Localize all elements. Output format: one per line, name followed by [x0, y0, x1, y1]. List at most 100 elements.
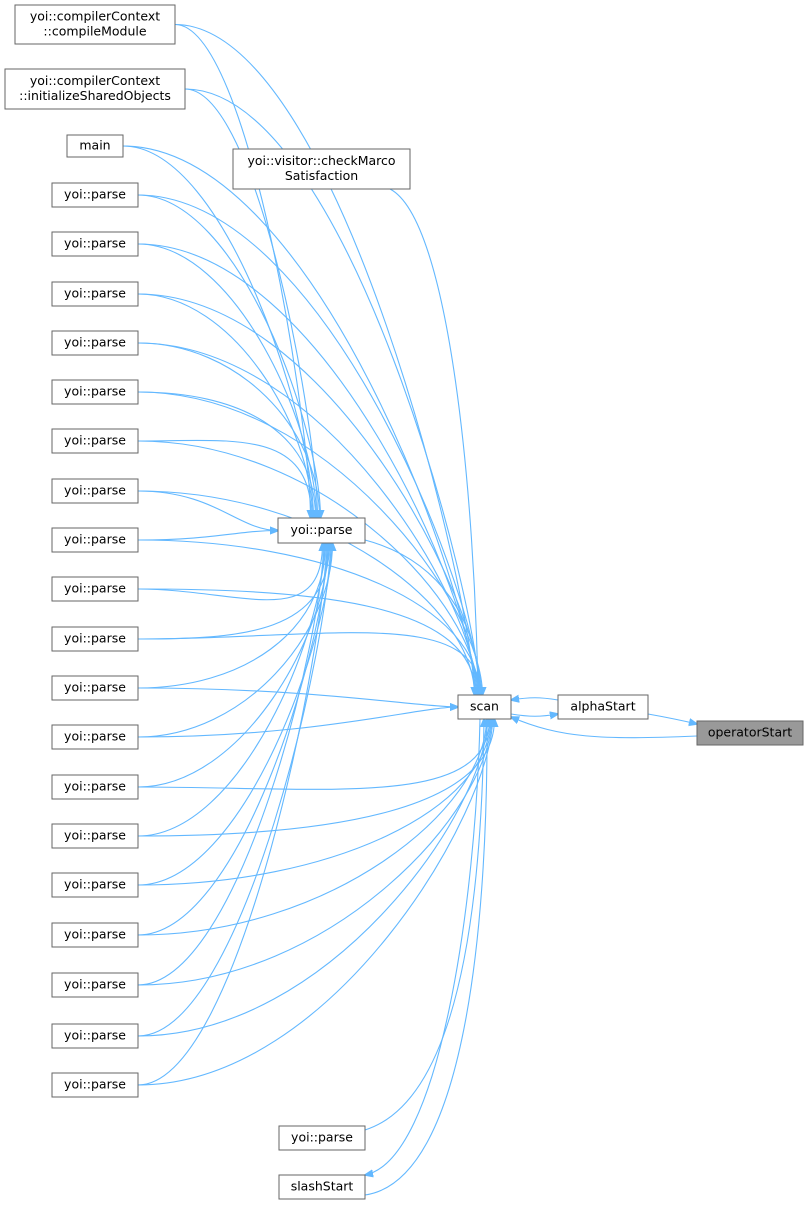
edge	[137, 719, 492, 986]
node-label: yoi::parse	[64, 433, 126, 448]
node-label: yoi::parse	[64, 729, 126, 744]
edge	[137, 440, 479, 695]
edge	[137, 707, 458, 738]
edge	[364, 539, 480, 695]
edge	[510, 714, 558, 716]
node-box	[51, 675, 139, 701]
node-label: yoi::parse	[291, 1130, 353, 1145]
node-box	[51, 527, 139, 553]
node-label: yoi::parse	[64, 236, 126, 251]
node-box	[278, 1125, 366, 1151]
edge	[137, 490, 278, 531]
edge	[137, 543, 331, 1037]
node-box	[51, 428, 139, 454]
node-label: yoi::parse	[64, 680, 126, 695]
node-label: yoi::parse	[64, 483, 126, 498]
edge	[364, 719, 484, 1131]
edge	[137, 342, 320, 518]
edge	[184, 88, 480, 695]
edge	[184, 88, 318, 518]
node-label: yoi::parse	[64, 877, 126, 892]
node-label: yoi::parse	[64, 532, 126, 547]
node-box	[557, 694, 649, 720]
edge	[137, 194, 321, 518]
edge	[122, 145, 314, 518]
node-box	[51, 231, 139, 257]
node-box	[51, 823, 139, 849]
node-label: yoi::parse	[64, 581, 126, 596]
node-label: yoi::parse	[64, 286, 126, 301]
edge	[137, 687, 458, 707]
edge	[389, 188, 478, 695]
edge	[137, 543, 324, 986]
node-label: yoi::visitor::checkMarco	[247, 153, 395, 168]
node-label: yoi::parse	[64, 187, 126, 202]
edge	[137, 342, 478, 695]
node-label: yoi::parse	[64, 384, 126, 399]
edge	[137, 243, 317, 518]
node-box	[277, 517, 366, 544]
edge	[137, 293, 313, 518]
edge	[137, 588, 476, 695]
edge	[137, 439, 312, 518]
node-label: yoi::parse	[64, 1077, 126, 1092]
node-label: yoi::compilerContext	[30, 73, 160, 88]
node-box	[51, 1072, 139, 1098]
node-label: operatorStart	[708, 725, 792, 740]
node-label: ::compileModule	[43, 24, 146, 39]
node-box	[51, 576, 139, 602]
edge	[137, 539, 480, 695]
edge	[137, 543, 329, 788]
node-label: scan	[470, 699, 499, 714]
node-label: Satisfaction	[285, 168, 358, 183]
edge	[137, 543, 326, 689]
edge	[511, 698, 559, 700]
edge	[137, 719, 487, 936]
edge	[122, 145, 476, 695]
node-label: alphaStart	[570, 699, 635, 714]
node-box	[696, 720, 804, 746]
node-box	[51, 972, 139, 998]
edge	[137, 391, 483, 695]
node-label: yoi::parse	[64, 779, 126, 794]
edge	[137, 719, 490, 790]
node-box	[51, 182, 139, 208]
node-label: yoi::parse	[64, 631, 126, 646]
node-box	[51, 330, 139, 356]
node-label: yoi::parse	[64, 1028, 126, 1043]
node-box	[51, 872, 139, 898]
edge	[137, 719, 488, 1037]
node-box	[51, 774, 139, 800]
edge	[137, 543, 323, 601]
edge	[174, 23, 311, 519]
edge	[137, 719, 491, 886]
edge	[137, 543, 328, 936]
node-box	[4, 68, 186, 110]
node-label: yoi::parse	[64, 828, 126, 843]
node-box	[51, 478, 139, 504]
edge	[137, 391, 316, 518]
node-box	[232, 148, 411, 190]
edge	[365, 718, 481, 1175]
edges	[122, 23, 697, 1196]
edge	[137, 531, 278, 541]
node-label: main	[79, 138, 110, 153]
node-label: yoi::parse	[64, 977, 126, 992]
edge	[647, 713, 697, 724]
node-box	[51, 1023, 139, 1049]
node-box	[51, 724, 139, 750]
node-box	[51, 626, 139, 652]
node-label: yoi::compilerContext	[30, 9, 160, 24]
node-box	[457, 694, 512, 720]
node-label: yoi::parse	[64, 335, 126, 350]
node-box	[66, 134, 124, 158]
edge	[364, 719, 487, 1196]
node-box	[51, 922, 139, 948]
node-label: ::initializeSharedObjects	[19, 88, 171, 103]
node-box	[278, 1174, 366, 1200]
node-box	[14, 4, 176, 45]
node-label: slashStart	[291, 1179, 354, 1194]
edge	[174, 23, 475, 696]
edge	[137, 543, 327, 1086]
